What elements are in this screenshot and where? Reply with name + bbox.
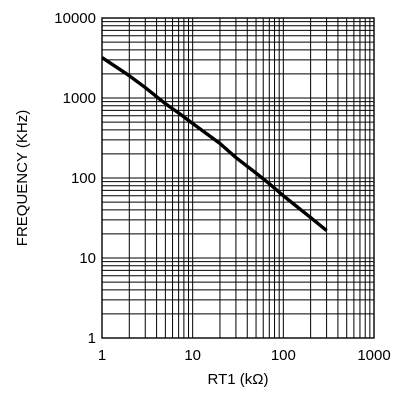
y-tick-label: 10: [79, 250, 96, 267]
x-tick-label: 1: [98, 347, 106, 364]
y-tick-label: 1000: [63, 90, 96, 107]
grid: [101, 18, 374, 339]
y-tick-label: 1: [88, 330, 96, 347]
x-tick-label: 1000: [357, 347, 390, 364]
x-axis-label: RT1 (kΩ): [208, 371, 269, 388]
y-tick-label: 10000: [54, 10, 96, 27]
x-tick-label: 100: [271, 347, 296, 364]
frequency-curve: [101, 56, 328, 232]
y-tick-label: 100: [71, 170, 96, 187]
series-group: [101, 56, 328, 232]
x-tick-label: 10: [184, 347, 201, 364]
plot-frame: [101, 17, 375, 339]
y-axis-label: FREQUENCY (KHz): [14, 110, 31, 246]
tick-labels: 1 10 100 1000 1 10 100 1000 10000: [54, 10, 390, 364]
